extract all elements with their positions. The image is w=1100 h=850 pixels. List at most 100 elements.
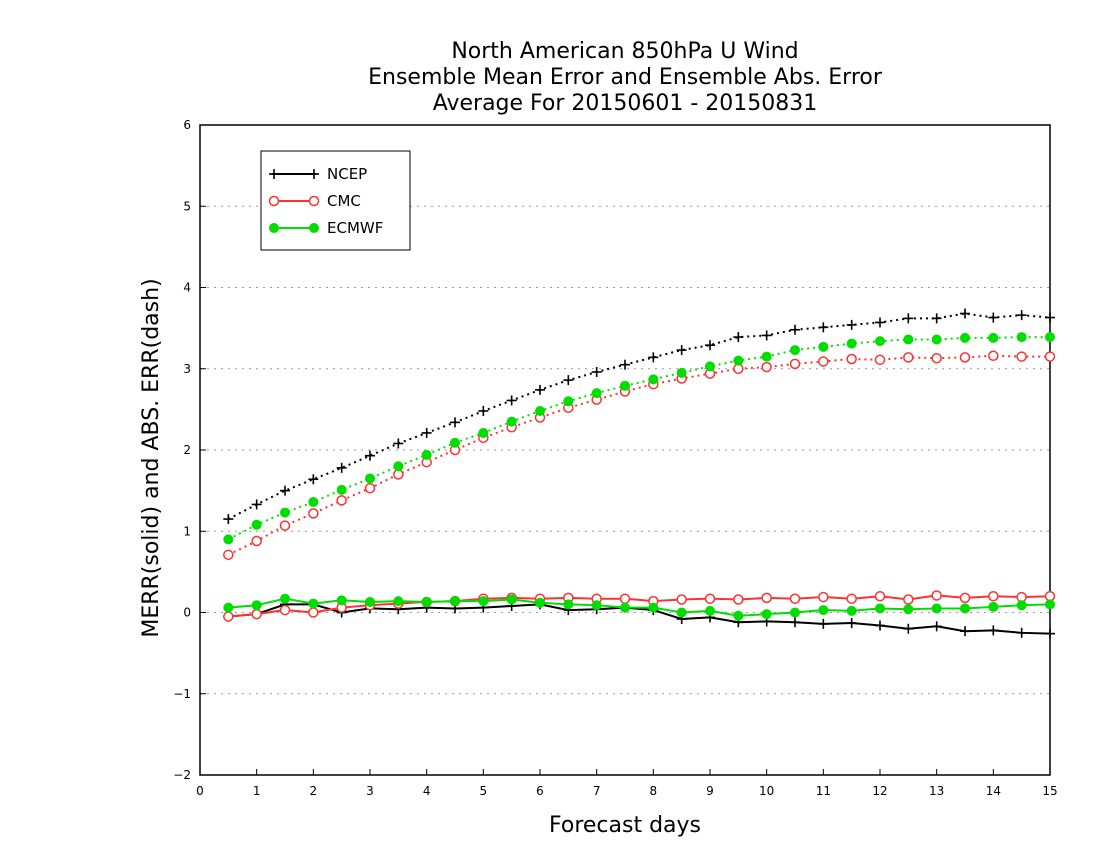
cmc-mean-error-point [988, 591, 999, 602]
cmc-mean-error-point [704, 593, 716, 604]
ecmwf-abs-error-point [1016, 332, 1027, 343]
cmc-mean-error-point [279, 604, 291, 616]
ecmwf-abs-error-point [591, 388, 602, 399]
ecmwf-mean-error-point [223, 602, 234, 613]
cmc-abs-error-point [988, 350, 999, 361]
series-cmc [223, 350, 1056, 622]
ecmwf-mean-error-point [506, 594, 517, 605]
x-tick-label-13: 13 [929, 784, 944, 798]
ncep-abs-error-point [988, 312, 999, 323]
cmc-mean-error-point [874, 591, 886, 602]
ecmwf-mean-error-point [563, 599, 574, 610]
legend-label-cmc: CMC [327, 192, 361, 210]
cmc-mean-error-point [619, 593, 631, 604]
ecmwf-abs-error-point [648, 374, 659, 385]
ecmwf-mean-error-point [846, 605, 857, 616]
legend: NCEP CMC ECMWF [260, 150, 411, 251]
ncep-abs-error-point [450, 417, 460, 428]
title-line-1: North American 850hPa U Wind [451, 39, 798, 64]
ncep-abs-error-point [818, 322, 829, 333]
x-tick-label-12: 12 [872, 784, 887, 798]
x-tick-label-10: 10 [759, 784, 774, 798]
cmc-abs-error-point [308, 508, 319, 519]
ecmwf-abs-error-point [903, 334, 914, 345]
cmc-abs-error-point [846, 353, 857, 365]
cmc-mean-error-point [846, 593, 857, 604]
ecmwf-mean-error-point [648, 602, 659, 613]
ecmwf-abs-error-point [421, 449, 432, 460]
ecmwf-abs-error-line [227, 336, 1050, 541]
cmc-mean-error-point [903, 594, 914, 605]
y-tick-label-5: 5 [183, 199, 191, 213]
cmc-abs-error-point [789, 358, 801, 370]
ecmwf-abs-error-point [733, 355, 744, 366]
ecmwf-abs-error-point [705, 361, 715, 372]
ecmwf-abs-error-point [931, 334, 942, 345]
ncep-abs-error-point [931, 313, 942, 324]
cmc-abs-error-point [279, 520, 291, 531]
legend-label-ncep: NCEP [327, 165, 367, 183]
cmc-abs-error-point [251, 535, 262, 547]
x-tick-label-7: 7 [593, 784, 601, 798]
cmc-mean-error-point [308, 607, 319, 618]
series-layer [223, 308, 1056, 639]
ncep-mean-error-point [846, 618, 857, 629]
ncep-abs-error-point [790, 324, 800, 335]
cmc-mean-error-point [676, 594, 687, 605]
ecmwf-abs-error-point [875, 336, 885, 347]
ncep-abs-error-point [648, 352, 659, 363]
ncep-abs-error-point [535, 384, 545, 395]
ecmwf-abs-error-point [365, 473, 375, 484]
ecmwf-abs-error-point [846, 338, 857, 349]
ecmwf-abs-error-point [308, 497, 319, 507]
ecmwf-mean-error-point [1016, 600, 1027, 611]
x-tick-label-8: 8 [650, 784, 658, 798]
cmc-mean-error-point [789, 593, 801, 604]
ncep-abs-error-point [336, 462, 347, 473]
cmc-abs-error-point [1016, 351, 1027, 362]
cmc-mean-error-point [761, 592, 772, 604]
x-tick-label-3: 3 [366, 784, 374, 798]
ncep-abs-error-point [846, 319, 857, 330]
x-tick-label-11: 11 [816, 784, 831, 798]
ecmwf-mean-error-point [931, 603, 942, 614]
legend-item-ecmwf: ECMWF [269, 219, 383, 237]
ncep-abs-error-line [227, 312, 1051, 520]
ecmwf-mean-error-point [733, 610, 744, 621]
ecmwf-abs-error-point [790, 345, 800, 356]
ecmwf-abs-error-point [988, 332, 999, 343]
cmc-mean-error-point [251, 608, 262, 620]
y-tick-label-4: 4 [183, 281, 191, 295]
legend-marker-right-ncep [309, 169, 319, 179]
ecmwf-mean-error-point [705, 605, 715, 616]
ecmwf-mean-error-point [903, 604, 914, 615]
x-tick-label-14: 14 [986, 784, 1001, 798]
cmc-abs-error-point [223, 549, 234, 561]
y-tick-label-3: 3 [183, 362, 191, 376]
y-tick-label-1: 1 [183, 524, 191, 538]
ncep-abs-error-point [591, 367, 602, 377]
ncep-abs-error-point [1016, 310, 1027, 321]
x-tick-label-1: 1 [253, 784, 261, 798]
ecmwf-abs-error-point [818, 341, 829, 352]
ecmwf-mean-error-point [365, 596, 375, 607]
ecmwf-mean-error-point [988, 601, 999, 612]
ncep-abs-error-point [478, 406, 489, 416]
legend-marker-right-ecmwf [309, 223, 319, 233]
y-tick-label-6: 6 [183, 118, 191, 132]
y-tick-label--2: −2 [173, 768, 191, 782]
cmc-mean-error-point [223, 611, 234, 622]
ncep-abs-error-point [393, 438, 404, 449]
ncep-abs-error-point [251, 499, 262, 510]
x-tick-label-0: 0 [196, 784, 204, 798]
cmc-mean-error-point [959, 592, 971, 604]
ecmwf-abs-error-point [620, 380, 630, 391]
ecmwf-mean-error-point [535, 597, 545, 608]
x-tick-label-2: 2 [310, 784, 318, 798]
ecmwf-mean-error-point [591, 600, 602, 611]
ncep-mean-error-point [903, 623, 914, 634]
ecmwf-abs-error-point [280, 507, 290, 518]
series-ncep [223, 308, 1055, 639]
